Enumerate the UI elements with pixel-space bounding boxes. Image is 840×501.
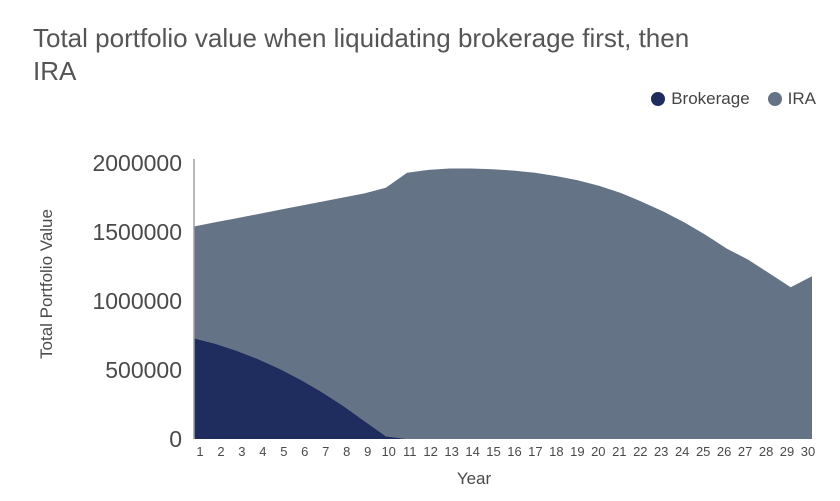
legend-marker-ira	[767, 92, 782, 106]
chart-title: Total portfolio value when liquidating b…	[33, 23, 690, 86]
x-tick-label: 24	[675, 444, 689, 459]
x-tick-label: 27	[738, 444, 752, 459]
x-tick-label: 28	[759, 444, 773, 459]
y-tick-label: 1500000	[92, 219, 182, 245]
x-tick-label: 3	[238, 444, 245, 459]
chart-areas	[194, 168, 812, 439]
y-axis-ticks: 0 500000 1000000 1500000 2000000	[92, 150, 182, 452]
legend-label-ira: IRA	[787, 89, 816, 108]
x-tick-label: 16	[507, 444, 521, 459]
x-tick-label: 9	[364, 444, 371, 459]
x-tick-label: 22	[633, 444, 647, 459]
y-tick-label: 2000000	[92, 150, 182, 176]
x-tick-label: 20	[591, 444, 605, 459]
y-tick-label: 1000000	[92, 288, 182, 314]
legend-marker-brokerage	[651, 92, 666, 106]
y-tick-label: 0	[169, 426, 182, 452]
x-tick-label: 8	[343, 444, 350, 459]
x-tick-label: 14	[465, 444, 479, 459]
x-tick-label: 6	[301, 444, 308, 459]
x-tick-label: 4	[259, 444, 266, 459]
x-tick-label: 21	[612, 444, 626, 459]
legend-item-ira: IRA	[767, 89, 816, 109]
x-tick-label: 2	[217, 444, 224, 459]
y-tick-label: 500000	[105, 357, 182, 383]
x-tick-label: 7	[322, 444, 329, 459]
x-tick-label: 15	[486, 444, 500, 459]
x-tick-label: 5	[280, 444, 287, 459]
x-tick-label: 19	[570, 444, 584, 459]
chart-legend: Brokerage IRA	[633, 89, 816, 109]
legend-label-brokerage: Brokerage	[671, 89, 750, 108]
x-tick-label: 10	[381, 444, 395, 459]
x-tick-label: 17	[528, 444, 542, 459]
x-tick-label: 23	[654, 444, 668, 459]
x-tick-label: 29	[780, 444, 794, 459]
x-tick-label: 30	[801, 444, 815, 459]
y-axis-label: Total Portfolio Value	[37, 209, 56, 359]
x-axis-ticks: 1 2 3 4 5 6 7 8 9 10 11 12 13 14 15 16 17 18 19 20 21 22 23 24 2…	[196, 444, 815, 459]
x-axis-label: Year	[457, 469, 492, 488]
x-tick-label: 25	[696, 444, 710, 459]
x-tick-label: 11	[403, 444, 417, 459]
legend-item-brokerage: Brokerage	[651, 89, 750, 109]
x-tick-label: 18	[549, 444, 563, 459]
x-tick-label: 1	[196, 444, 203, 459]
area-brokerage	[194, 338, 812, 439]
area-ira	[194, 168, 812, 439]
x-tick-label: 12	[423, 444, 437, 459]
x-tick-label: 26	[717, 444, 731, 459]
x-tick-label: 13	[444, 444, 458, 459]
